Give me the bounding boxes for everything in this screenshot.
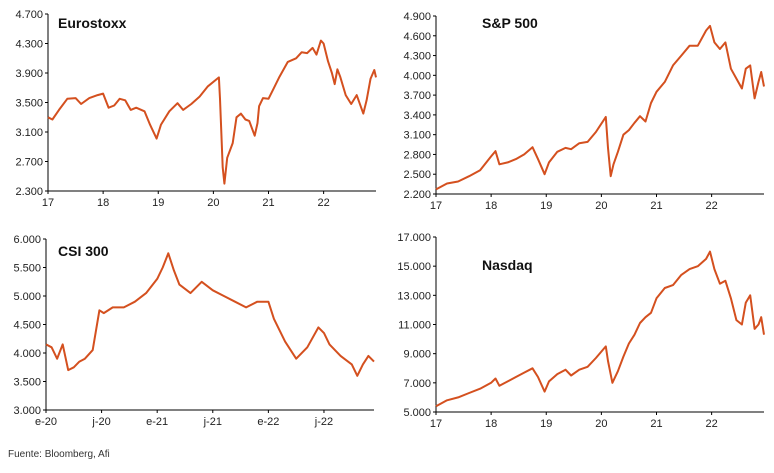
sp500-x-tick-label: 22 <box>706 200 718 212</box>
sp500-y-tick-label: 3.400 <box>403 110 431 122</box>
sp500-x-tick-label: 21 <box>650 200 662 212</box>
sp500-y-tick-label: 4.600 <box>403 31 431 43</box>
csi300-y-tick-label: 3.000 <box>13 405 41 417</box>
sp500-y-tick-label: 2.500 <box>403 169 431 181</box>
csi300-y-tick-label: 4.500 <box>13 320 41 332</box>
eurostoxx-y-tick-label: 2.300 <box>15 186 43 198</box>
eurostoxx-title: Eurostoxx <box>58 15 127 31</box>
sp500-x-tick-label: 20 <box>595 200 607 212</box>
sp500-y-tick-label: 4.000 <box>403 70 431 82</box>
eurostoxx-x-tick-label: 22 <box>318 197 330 209</box>
csi300-y-tick-label: 4.000 <box>13 348 41 360</box>
sp500-y-tick-label: 3.700 <box>403 90 431 102</box>
eurostoxx-x-tick-label: 17 <box>42 197 54 209</box>
eurostoxx-x-tick-label: 21 <box>262 197 274 209</box>
eurostoxx-y-tick-label: 3.100 <box>15 127 43 139</box>
sp500-x-tick-label: 18 <box>485 200 497 212</box>
nasdaq-y-tick-label: 9.000 <box>403 349 431 361</box>
sp500-series-line <box>435 24 765 191</box>
nasdaq-y-tick-label: 7.000 <box>403 378 431 390</box>
eurostoxx-y-tick-label: 3.900 <box>15 68 43 80</box>
sp500-y-tick-label: 4.900 <box>403 11 431 23</box>
sp500-x-tick-label: 19 <box>540 200 552 212</box>
csi300-title: CSI 300 <box>58 243 109 259</box>
eurostoxx-x-tick-label: 18 <box>97 197 109 209</box>
eurostoxx-y-tick-label: 4.700 <box>15 9 43 21</box>
sp500-title: S&P 500 <box>482 15 538 31</box>
csi300-chart: 3.000 3.500 4.000 4.500 5.000 5.500 6.000 e-20 j… <box>13 234 375 428</box>
csi300-y-tick-label: 6.000 <box>13 234 41 246</box>
csi300-x-tick-label: j-20 <box>91 416 110 428</box>
csi300-y-tick-label: 5.500 <box>13 263 41 275</box>
sp500-y-tick-label: 2.200 <box>403 189 431 201</box>
csi300-series-line <box>45 252 375 377</box>
nasdaq-y-tick-label: 13.000 <box>397 290 431 302</box>
nasdaq-x-tick-label: 19 <box>540 418 552 430</box>
nasdaq-x-tick-label: 18 <box>485 418 497 430</box>
eurostoxx-x-tick-label: 20 <box>207 197 219 209</box>
eurostoxx-y-tick-label: 4.300 <box>15 39 43 51</box>
csi300-x-tick-label: j-22 <box>314 416 333 428</box>
sp500-x-tick-label: 17 <box>430 200 442 212</box>
eurostoxx-y-tick-label: 2.700 <box>15 157 43 169</box>
eurostoxx-series-line <box>47 39 377 185</box>
nasdaq-series-line <box>435 250 765 408</box>
sp500-y-tick-label: 3.100 <box>403 130 431 142</box>
nasdaq-y-tick-label: 11.000 <box>398 320 431 332</box>
eurostoxx-y-tick-label: 3.500 <box>15 98 43 110</box>
csi300-x-tick-label: e-20 <box>35 416 57 428</box>
eurostoxx-chart: 2.300 2.700 3.100 3.500 3.900 4.300 4.700 17 18 1… <box>15 9 377 209</box>
csi300-y-tick-label: 5.000 <box>13 291 41 303</box>
sp500-chart: 2.200 2.500 2.800 3.100 3.400 3.700 4.000 4.300… <box>403 11 765 212</box>
nasdaq-title: Nasdaq <box>482 257 533 273</box>
nasdaq-chart: 5.000 7.000 9.000 11.000 13.000 15.000 17.000 1… <box>397 232 765 430</box>
csi300-y-tick-label: 3.500 <box>13 377 41 389</box>
sp500-y-tick-label: 2.800 <box>403 149 431 161</box>
nasdaq-y-tick-label: 5.000 <box>403 407 431 419</box>
nasdaq-x-tick-label: 21 <box>650 418 662 430</box>
eurostoxx-x-tick-label: 19 <box>152 197 164 209</box>
source-note: Fuente: Bloomberg, Afi <box>8 449 110 460</box>
csi300-x-tick-label: e-21 <box>146 416 168 428</box>
csi300-x-tick-label: j-21 <box>203 416 222 428</box>
nasdaq-x-tick-label: 22 <box>706 418 718 430</box>
nasdaq-x-tick-label: 20 <box>595 418 607 430</box>
nasdaq-x-tick-label: 17 <box>430 418 442 430</box>
nasdaq-y-tick-label: 15.000 <box>397 261 431 273</box>
csi300-x-tick-label: e-22 <box>257 416 279 428</box>
sp500-y-tick-label: 4.300 <box>403 51 431 63</box>
nasdaq-y-tick-label: 17.000 <box>397 232 431 244</box>
